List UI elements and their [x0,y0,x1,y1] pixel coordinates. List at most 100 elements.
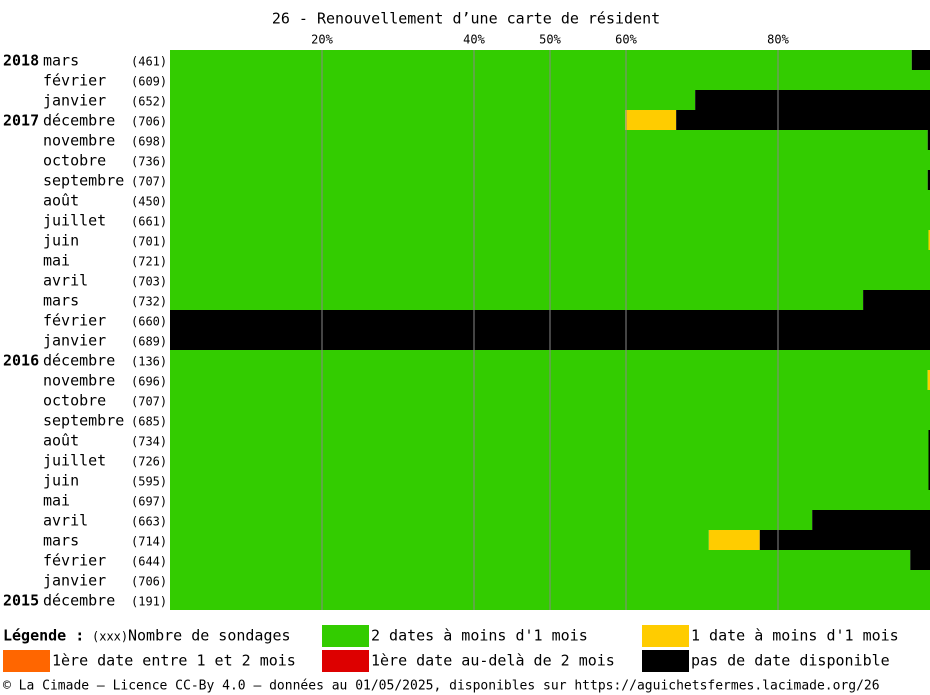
category-label: mars [43,52,79,70]
category-label: septembre [43,172,124,190]
count-label: (696) [131,375,167,389]
category-label: décembre [43,592,115,610]
category-label: mars [43,532,79,550]
x-tick-label: 60% [615,33,637,47]
category-label: septembre [43,412,124,430]
bar-segment [170,510,813,530]
count-label: (734) [131,435,167,449]
bar-segment [911,50,930,70]
x-tick-label: 50% [539,33,561,47]
category-label: février [43,72,106,90]
bar-segment [812,510,930,530]
bar-segment [676,110,930,130]
count-label: (698) [131,135,167,149]
category-label: août [43,192,79,210]
x-tick-label: 40% [463,33,485,47]
chart-title: 26 - Renouvellement d’une carte de résid… [272,10,660,28]
bar-segment [863,290,930,310]
bar-segment [910,550,930,570]
bar-segment [170,290,864,310]
bar-segment [928,450,930,470]
category-label: mars [43,292,79,310]
count-label: (660) [131,315,167,329]
bar-segment [170,550,911,570]
category-label: janvier [43,572,106,590]
category-label: décembre [43,112,115,130]
category-label: janvier [43,92,106,110]
legend-swatch [322,650,369,672]
bar-segment [708,530,760,550]
count-legend: Nombre de sondages [128,627,291,645]
count-label: (644) [131,555,167,569]
count-label: (652) [131,95,167,109]
bar-segment [170,370,928,390]
category-label: juillet [43,212,106,230]
count-label: (721) [131,255,167,269]
bar-segment [928,470,930,490]
count-label: (685) [131,415,167,429]
footer: © La Cimade — Licence CC-By 4.0 — donnée… [3,679,880,694]
category-label: février [43,312,106,330]
count-label: (661) [131,215,167,229]
category-label: avril [43,512,88,530]
category-label: février [43,552,106,570]
bar-segment [170,50,912,70]
count-label: (706) [131,115,167,129]
bar-segment [759,530,930,550]
count-label: (609) [131,75,167,89]
bar-segment [170,170,928,190]
category-label: août [43,432,79,450]
legend-swatch [322,625,369,647]
legend-label: 1ère date au-delà de 2 mois [371,652,615,670]
legend-swatch [642,625,689,647]
count-label: (697) [131,495,167,509]
count-label: (450) [131,195,167,209]
category-label: novembre [43,372,115,390]
count-label: (736) [131,155,167,169]
count-label: (714) [131,535,167,549]
category-label: octobre [43,392,106,410]
legend-label: 1ère date entre 1 et 2 mois [52,652,296,670]
bar-segment [170,130,928,150]
category-label: mai [43,492,70,510]
bar-segment [928,430,930,450]
count-label: (732) [131,295,167,309]
count-key: (xxx) [92,630,128,644]
bar-segment [170,450,929,470]
bar-segment [927,370,930,390]
count-label: (706) [131,575,167,589]
year-label: 2018 [3,52,39,70]
legend-swatch [3,650,50,672]
bar-segment [170,430,929,450]
bar-segment [170,230,929,250]
bar-segment [927,130,930,150]
count-label: (707) [131,175,167,189]
category-label: juin [43,232,79,250]
bar-segment [170,90,696,110]
x-tick-label: 80% [767,33,789,47]
category-label: novembre [43,132,115,150]
legend-label: pas de date disponible [691,652,890,670]
bar-segment [927,170,930,190]
bar-segment [625,110,677,130]
category-label: juin [43,472,79,490]
bar-segment [695,90,930,110]
count-label: (701) [131,235,167,249]
year-label: 2015 [3,592,39,610]
count-label: (136) [131,355,167,369]
count-label: (663) [131,515,167,529]
bar-segment [170,110,626,130]
count-label: (191) [131,595,167,609]
category-label: avril [43,272,88,290]
category-label: juillet [43,452,106,470]
count-label: (461) [131,55,167,69]
legend-label: 2 dates à moins d'1 mois [371,627,588,645]
count-label: (726) [131,455,167,469]
year-label: 2017 [3,112,39,130]
count-label: (703) [131,275,167,289]
count-label: (707) [131,395,167,409]
category-label: octobre [43,152,106,170]
count-label: (689) [131,335,167,349]
category-label: janvier [43,332,106,350]
bar-segment [928,230,930,250]
